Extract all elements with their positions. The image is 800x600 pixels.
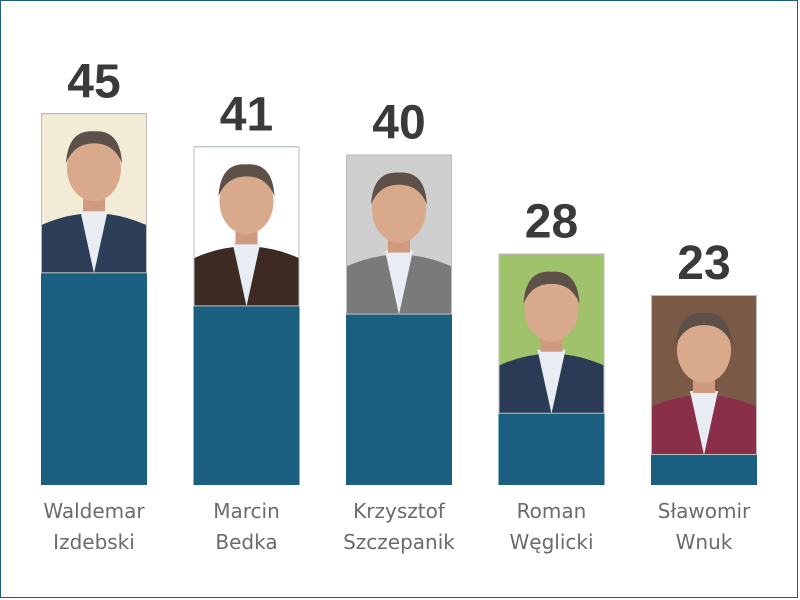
category-label-0-1: Izdebski: [53, 530, 135, 554]
value-label-2: 40: [372, 97, 425, 150]
value-label-1: 41: [220, 88, 273, 141]
category-label-3-0: Roman: [517, 499, 587, 523]
value-label-0: 45: [67, 55, 120, 108]
category-label-4-0: Sławomir: [658, 499, 751, 523]
category-label-2-0: Krzysztof: [353, 499, 446, 523]
candidate-photo-2: [346, 154, 452, 315]
value-label-4: 23: [677, 237, 730, 290]
category-label-0-0: Waldemar: [43, 499, 145, 523]
value-label-3: 28: [525, 196, 578, 249]
candidate-photo-0: [41, 113, 147, 274]
category-label-1-0: Marcin: [213, 499, 280, 523]
category-label-2-1: Szczepanik: [343, 530, 455, 554]
candidate-photo-3: [498, 253, 605, 414]
candidate-photo-1: [193, 146, 300, 307]
category-label-4-1: Wnuk: [676, 530, 733, 554]
category-label-3-1: Węglicki: [509, 530, 593, 554]
category-label-1-1: Bedka: [215, 530, 277, 554]
candidate-photo-4: [651, 295, 757, 456]
